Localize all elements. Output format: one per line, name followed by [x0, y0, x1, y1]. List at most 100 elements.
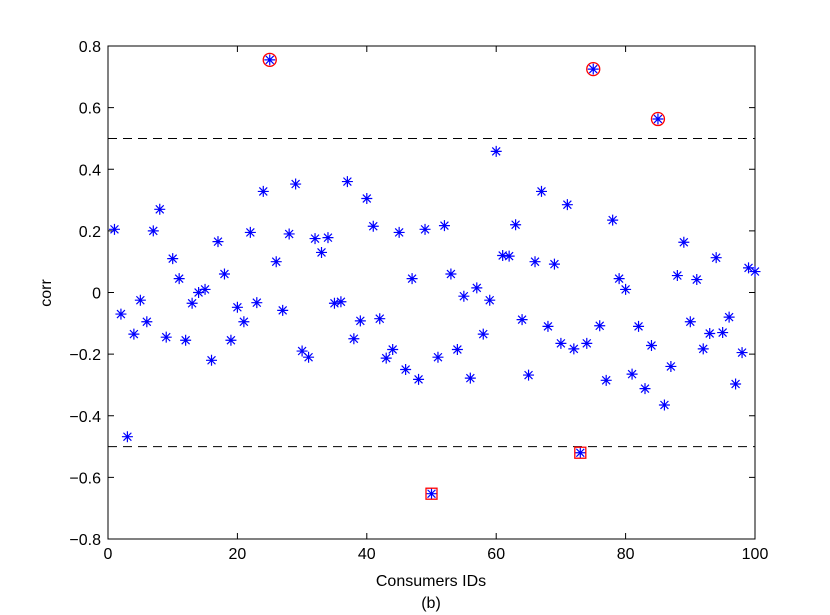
- data-point: [374, 313, 386, 325]
- data-point: [322, 232, 334, 244]
- data-point: [283, 228, 295, 240]
- data-point: [387, 344, 399, 356]
- data-point: [400, 364, 412, 376]
- data-point: [199, 283, 211, 295]
- data-point: [723, 311, 735, 323]
- highlight-circle: [586, 61, 601, 77]
- data-point: [535, 185, 547, 197]
- data-point: [613, 273, 625, 285]
- data-point: [471, 282, 483, 294]
- data-point: [581, 337, 593, 349]
- data-point: [121, 431, 133, 443]
- data-point: [270, 256, 282, 268]
- x-tick-label: 60: [487, 546, 505, 563]
- data-point: [658, 399, 670, 411]
- x-tick-label: 20: [229, 546, 247, 563]
- data-point: [341, 176, 353, 188]
- data-point: [704, 327, 716, 339]
- highlight-markers: [262, 52, 666, 500]
- data-point: [568, 343, 580, 355]
- data-point: [464, 372, 476, 384]
- data-point: [406, 273, 418, 285]
- data-point: [503, 250, 515, 262]
- data-point: [516, 314, 528, 326]
- data-point: [193, 287, 205, 298]
- data-point: [212, 236, 224, 248]
- data-point: [367, 220, 379, 232]
- data-point: [626, 368, 638, 380]
- data-point: [251, 297, 263, 309]
- axes: [107, 45, 756, 540]
- tick-labels: 0 20 40 60 80 100 0.8 0.6 0.4 0.2 0 −0.2 −0.4 −0.6 −0.…: [69, 39, 768, 563]
- data-point: [684, 316, 696, 328]
- x-tick-label: 100: [742, 546, 769, 563]
- x-axis-label: Consumers IDs: [376, 573, 486, 590]
- data-point: [717, 327, 729, 339]
- data-point: [652, 113, 664, 125]
- data-point: [438, 220, 450, 232]
- data-point: [426, 488, 437, 500]
- data-point: [645, 339, 657, 351]
- data-point: [257, 185, 269, 197]
- data-point: [180, 334, 192, 346]
- data-point: [354, 315, 366, 327]
- data-point: [160, 331, 172, 343]
- data-point: [484, 294, 496, 306]
- data-point: [134, 294, 146, 306]
- data-point: [218, 268, 230, 280]
- data-point: [620, 283, 632, 295]
- y-tick-label: −0.2: [69, 347, 101, 364]
- data-point: [128, 328, 140, 340]
- data-point: [730, 378, 742, 390]
- data-point: [296, 345, 308, 357]
- data-point: [510, 219, 522, 231]
- threshold-lines: [108, 137, 755, 448]
- data-point: [633, 320, 645, 332]
- data-point: [574, 447, 586, 459]
- highlight-square: [425, 487, 438, 500]
- data-point: [231, 301, 243, 313]
- data-point: [413, 373, 425, 385]
- highlight-square: [574, 446, 587, 459]
- data-point: [710, 252, 722, 264]
- data-point: [697, 343, 709, 355]
- data-point: [678, 236, 690, 248]
- data-point: [743, 262, 755, 274]
- data-point: [451, 344, 463, 356]
- y-tick-label: 0.4: [79, 162, 101, 179]
- y-tick-label: 0.2: [79, 224, 101, 241]
- data-point: [639, 383, 651, 395]
- data-points: [108, 54, 761, 500]
- data-point: [529, 256, 541, 268]
- data-point: [380, 352, 392, 364]
- y-tick-label: 0.8: [79, 39, 101, 56]
- data-point: [303, 351, 315, 363]
- data-point: [244, 226, 256, 238]
- data-point: [477, 328, 489, 340]
- data-point: [497, 250, 509, 262]
- data-point: [361, 193, 373, 205]
- data-point: [316, 246, 328, 258]
- highlight-circle: [650, 111, 666, 127]
- data-point: [277, 304, 289, 316]
- y-tick-label: 0: [92, 286, 101, 303]
- data-point: [141, 316, 153, 328]
- x-tick-label: 80: [617, 546, 635, 563]
- data-point: [225, 334, 237, 346]
- data-point: [154, 203, 166, 215]
- data-point: [173, 273, 185, 285]
- y-tick-label: 0.6: [79, 101, 101, 118]
- y-tick-label: −0.8: [69, 532, 101, 549]
- data-point: [147, 225, 159, 237]
- data-point: [736, 347, 748, 359]
- data-point: [264, 54, 276, 66]
- data-point: [186, 297, 198, 309]
- data-point: [594, 320, 606, 332]
- data-point: [309, 233, 321, 245]
- data-point: [167, 253, 179, 265]
- data-point: [206, 354, 218, 366]
- x-tick-label: 40: [358, 546, 376, 563]
- data-point: [290, 178, 302, 190]
- data-point: [108, 223, 120, 235]
